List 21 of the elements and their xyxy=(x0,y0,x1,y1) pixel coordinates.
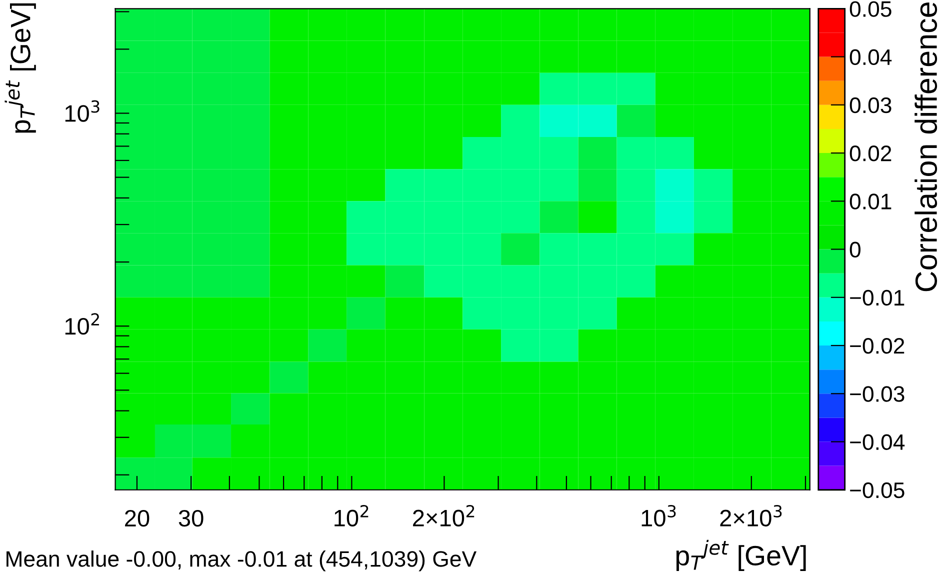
x-tick-label: 2×10$^{3}$ xyxy=(720,504,782,526)
color-bar-label: −0.05 xyxy=(850,482,904,498)
x-tick-label: 10$^{3}$ xyxy=(642,504,676,526)
color-bar-label: 0 xyxy=(850,242,860,258)
color-bar-label: 0.02 xyxy=(850,146,892,162)
color-bar-title: Correlation difference xyxy=(914,2,938,292)
x-axis-title: p$_{T}$$^{jet}$ [GeV] xyxy=(676,540,806,572)
text: Mean value -0.00, max -0.01 at (454,1039) GeV xyxy=(6,550,477,572)
color-bar-label: −0.04 xyxy=(850,434,905,450)
color-bar-label: 0.05 xyxy=(850,1,892,17)
x-tick-label: 20 xyxy=(125,510,150,527)
color-bar-label: 0.04 xyxy=(850,49,892,66)
color-bar-label: −0.01 xyxy=(850,290,904,306)
x-tick-label: 30 xyxy=(178,510,204,527)
x-tick-label: 2×10$^{2}$ xyxy=(413,504,474,526)
x-tick-label: 10$^{2}$ xyxy=(334,504,368,526)
y-axis-title: p$_{T}$$^{jet}$ [GeV] xyxy=(4,3,36,133)
color-bar-label: −0.03 xyxy=(850,386,904,402)
color-bar-label: 0.01 xyxy=(850,194,892,210)
color-bar-label: 0.03 xyxy=(850,97,892,114)
color-bar-label: −0.02 xyxy=(850,338,904,354)
